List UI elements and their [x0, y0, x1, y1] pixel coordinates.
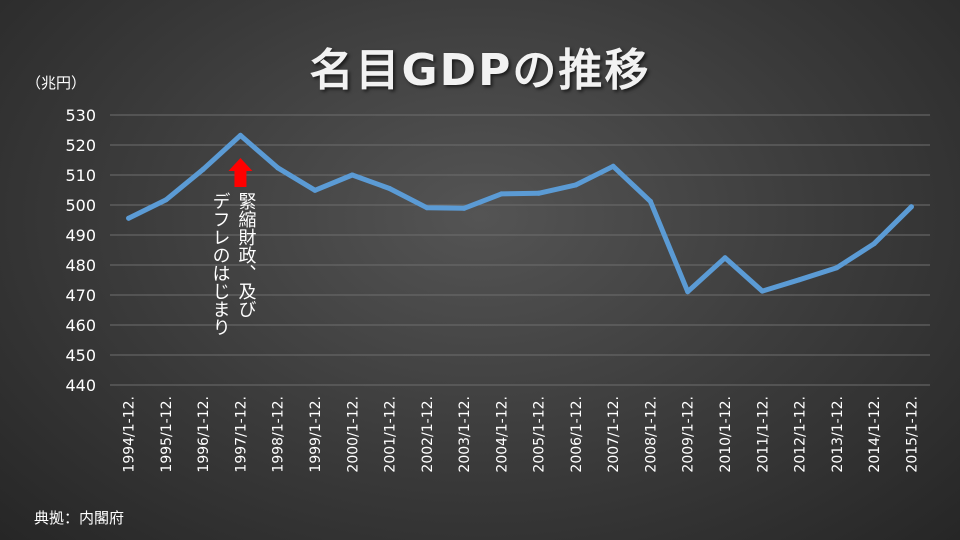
series-line	[126, 132, 914, 295]
data-point	[908, 204, 914, 210]
x-tick-label: 2003/1-12.	[457, 396, 473, 473]
y-tick-label: 470	[65, 286, 96, 305]
data-point	[424, 205, 430, 211]
y-tick-label: 530	[65, 106, 96, 125]
y-axis-unit-label: （兆円）	[26, 74, 87, 92]
data-point	[126, 215, 132, 221]
x-tick-label: 1997/1-12.	[233, 396, 249, 473]
data-point	[200, 166, 206, 172]
x-tick-label: 2000/1-12.	[345, 396, 361, 473]
y-axis-ticks: 530 520 510 500 490 480 470 460 450 440	[65, 106, 96, 395]
data-point	[685, 289, 691, 295]
y-tick-label: 440	[65, 376, 96, 395]
x-tick-label: 2008/1-12.	[643, 396, 659, 473]
y-tick-label: 450	[65, 346, 96, 365]
x-tick-label: 2011/1-12.	[755, 396, 771, 473]
x-tick-label: 1999/1-12.	[308, 396, 324, 473]
x-tick-label: 1996/1-12.	[196, 396, 212, 473]
x-tick-label: 2009/1-12.	[681, 396, 697, 473]
y-tick-label: 480	[65, 256, 96, 275]
x-tick-label: 1998/1-12.	[271, 396, 287, 473]
series-layer	[126, 132, 914, 295]
chart-title: 名目GDPの推移	[309, 45, 651, 96]
x-tick-label: 2010/1-12.	[718, 396, 734, 473]
data-point	[610, 163, 616, 169]
data-point	[647, 198, 653, 204]
x-tick-label: 1994/1-12.	[122, 396, 138, 473]
x-tick-label: 2006/1-12.	[569, 396, 585, 473]
x-tick-label: 2007/1-12.	[606, 396, 622, 473]
data-point	[498, 191, 504, 197]
y-tick-label: 510	[65, 166, 96, 185]
source-note: 典拠：内閣府	[34, 509, 125, 527]
annotation-text-1: 緊縮財政、及び	[235, 192, 257, 318]
data-point	[163, 197, 169, 203]
x-tick-label: 1995/1-12.	[159, 396, 175, 473]
data-point	[275, 165, 281, 171]
y-tick-label: 460	[65, 316, 96, 335]
up-arrow-icon	[228, 158, 253, 187]
x-tick-label: 2002/1-12.	[420, 396, 436, 473]
y-tick-label: 490	[65, 226, 96, 245]
data-point	[871, 241, 877, 247]
data-point	[573, 182, 579, 188]
annotation-arrow-icon	[228, 158, 253, 187]
x-tick-label: 2015/1-12.	[904, 396, 920, 473]
data-point	[461, 205, 467, 211]
data-point	[797, 277, 803, 283]
data-point	[834, 265, 840, 271]
data-point	[722, 255, 728, 261]
data-point	[536, 190, 542, 196]
y-tick-label: 520	[65, 136, 96, 155]
data-point	[237, 132, 243, 138]
data-point	[349, 172, 355, 178]
x-tick-label: 2001/1-12.	[383, 396, 399, 473]
y-tick-label: 500	[65, 196, 96, 215]
gridlines	[110, 114, 930, 386]
annotation-text-2: デフレのはじまり	[209, 192, 231, 336]
data-point	[312, 187, 318, 193]
x-tick-label: 2005/1-12.	[532, 396, 548, 473]
x-tick-label: 2014/1-12.	[867, 396, 883, 473]
x-tick-label: 2013/1-12.	[830, 396, 846, 473]
x-axis-ticks: 1994/1-12. 1995/1-12. 1996/1-12. 1997/1-12.…	[122, 396, 921, 473]
x-tick-label: 2004/1-12.	[494, 396, 510, 473]
data-point	[759, 288, 765, 294]
data-point	[387, 186, 393, 191]
data-points	[126, 132, 914, 295]
x-tick-label: 2012/1-12.	[793, 396, 809, 473]
